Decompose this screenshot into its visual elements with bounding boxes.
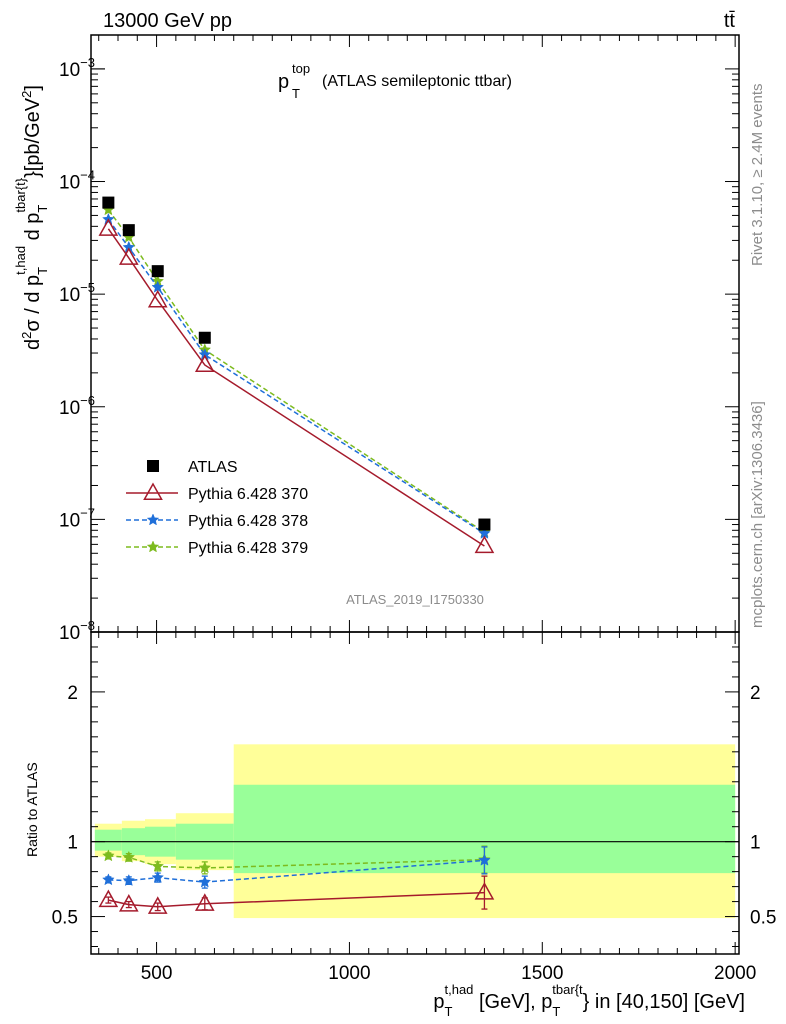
rivet-label: Rivet 3.1.10, ≥ 2.4M events: [749, 84, 766, 267]
x-axis-label: pTt,had [GeV], pTtbar{t} in [40,150] [Ge…: [433, 982, 745, 1019]
process-label: tt̄: [724, 10, 736, 32]
ratio-y-tick-label-right: 2: [750, 683, 761, 704]
main-point: [98, 218, 119, 236]
legend-marker: [147, 460, 159, 472]
ratio-y-axis-label: Ratio to ATLAS: [24, 762, 40, 857]
legend-marker: [146, 513, 160, 526]
y-tick-exponent: −3: [80, 55, 95, 70]
main-point: [198, 331, 211, 344]
main-point: [478, 518, 491, 531]
svg-text:pTt,had [GeV], pTtbar{t} in [4: pTt,had [GeV], pTtbar{t} in [40,150] [Ge…: [433, 982, 745, 1019]
ratio-point: [147, 896, 168, 914]
ratio-series-group: [98, 845, 495, 914]
main-line: [107, 209, 485, 533]
ratio-point: [122, 850, 136, 863]
axis-ticks: [91, 34, 739, 954]
analysis-label: ATLAS_2019_I1750330: [346, 592, 484, 607]
x-tick-label: 2000: [714, 963, 756, 984]
legend-label: ATLAS: [188, 459, 238, 476]
ratio-point: [151, 870, 165, 884]
ratio-series-pythia-6-428-370: [98, 875, 495, 914]
ratio-point: [122, 873, 136, 887]
title-superscript: top: [292, 61, 310, 76]
mcplots-label: mcplots.cern.ch [arXiv:1306.3436]: [749, 401, 766, 628]
main-y-axis-label: d2σ / d pTt,had d pTtbar{t}}[pb/GeV2]: [13, 85, 50, 350]
ratio-point: [478, 853, 491, 866]
legend-label: Pythia 6.428 370: [188, 486, 308, 503]
ratio-point: [102, 873, 115, 886]
ratio-point: [151, 859, 165, 872]
y-tick-label: 10−5: [59, 280, 95, 306]
legend-marker: [143, 482, 163, 501]
legend-entry: Pythia 6.428 370: [126, 482, 308, 503]
legend-label: Pythia 6.428 379: [188, 540, 308, 557]
legend-label: Pythia 6.428 378: [188, 513, 308, 530]
legend-entry: Pythia 6.428 379: [126, 540, 308, 557]
axis-tick-labels: 500 1000 1500 2000 10−3 10−4 10−5 10−6 10−7 10−8 0…: [52, 55, 777, 984]
main-point: [151, 265, 164, 278]
main-series-atlas: [102, 196, 491, 531]
main-series-pythia-6-428-370: [98, 218, 495, 554]
main-point: [147, 289, 168, 308]
y-tick-exponent: −7: [80, 505, 95, 520]
ratio-point: [194, 893, 215, 911]
y-tick-label: 10−3: [59, 55, 95, 81]
legend-entry: ATLAS: [147, 459, 238, 476]
title-rest: (ATLAS semileptonic ttbar): [322, 73, 512, 90]
ratio-point: [198, 861, 212, 874]
main-point: [122, 224, 135, 237]
ratio-y-tick-label-left: 0.5: [52, 908, 78, 929]
ratio-series-pythia-6-428-378: [102, 846, 491, 889]
legend-marker: [146, 540, 160, 553]
y-tick-exponent: −5: [80, 280, 95, 295]
ratio-y-tick-label-left: 2: [67, 683, 78, 704]
y-tick-label: 10−8: [59, 618, 95, 644]
ratio-point: [198, 875, 212, 888]
main-series-pythia-6-428-378: [102, 212, 491, 539]
y-tick-exponent: −8: [80, 618, 95, 633]
ratio-panel-frame: [90, 631, 740, 955]
ratio-point: [102, 849, 115, 862]
y-tick-label: 10−7: [59, 505, 95, 531]
legend: ATLAS Pythia 6.428 370 Pythia 6.428 378 Pyt…: [126, 459, 308, 557]
ratio-y-tick-label-right: 1: [750, 833, 761, 854]
ratio-point: [98, 889, 119, 908]
title-subscript: T: [292, 86, 300, 101]
main-point: [474, 535, 495, 554]
ratio-series-pythia-6-428-379: [102, 845, 491, 875]
main-point: [118, 247, 139, 265]
ratio-y-tick-label-left: 1: [67, 833, 78, 854]
x-tick-label: 500: [141, 963, 173, 984]
x-tick-label: 1500: [521, 963, 563, 984]
ratio-point: [474, 882, 495, 900]
y-tick-exponent: −4: [80, 168, 95, 183]
plot-title: p top T (ATLAS semileptonic ttbar): [278, 61, 512, 101]
stat-band-0: [94, 829, 122, 851]
main-series-group: [98, 196, 495, 554]
y-tick-label: 10−6: [59, 393, 95, 419]
main-point: [102, 196, 115, 209]
ratio-y-tick-label-right: 0.5: [750, 908, 776, 929]
x-tick-label: 1000: [328, 963, 370, 984]
title-main: p: [278, 71, 289, 93]
ratio-point: [118, 894, 139, 912]
energy-label: 13000 GeV pp: [103, 10, 232, 32]
legend-entry: Pythia 6.428 378: [126, 513, 308, 530]
ratio-uncertainty-bands: [94, 744, 736, 919]
y-tick-label: 10−4: [59, 168, 95, 194]
y-tick-exponent: −6: [80, 393, 95, 408]
main-point: [194, 354, 215, 373]
svg-text:d2σ / d pTt,had d pTtbar{t}}[p: d2σ / d pTt,had d pTtbar{t}}[pb/GeV2]: [13, 85, 50, 350]
main-line: [107, 228, 485, 547]
